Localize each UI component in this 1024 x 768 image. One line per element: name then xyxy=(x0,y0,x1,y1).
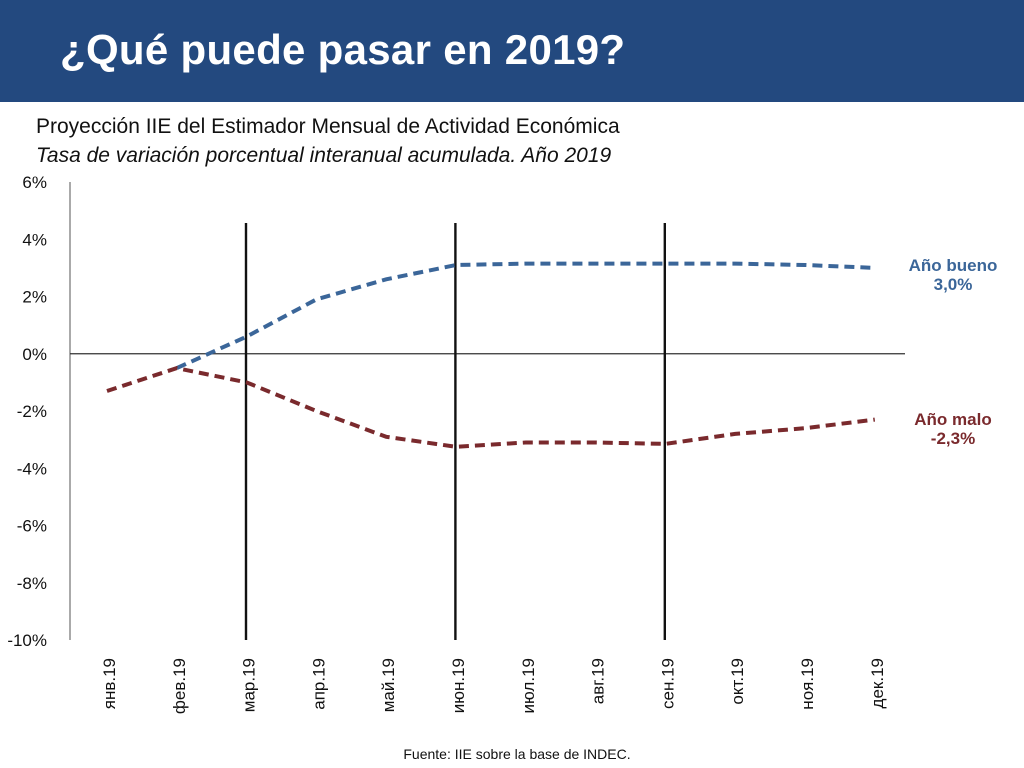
x-tick-label: дек.19 xyxy=(868,658,887,708)
header-bar xyxy=(0,0,1024,102)
chart-subtitle: Tasa de variación porcentual interanual … xyxy=(36,144,612,167)
y-tick-label: -4% xyxy=(17,459,47,478)
y-tick-label: 0% xyxy=(22,345,47,364)
series-line-good xyxy=(175,261,875,370)
x-tick-label: янв.19 xyxy=(100,658,119,709)
y-tick-label: 6% xyxy=(22,173,47,192)
y-tick-label: -8% xyxy=(17,574,47,593)
x-tick-label: июл.19 xyxy=(519,658,538,713)
x-tick-label: апр.19 xyxy=(309,658,328,710)
series-label-bad-value: -2,3% xyxy=(930,429,976,448)
x-tick-label: фев.19 xyxy=(170,658,189,714)
chart-title: Proyección IIE del Estimador Mensual de … xyxy=(36,115,620,138)
series-line-bad xyxy=(106,366,876,449)
series-label-bad-name: Año malo xyxy=(914,410,992,429)
x-tick-label: авг.19 xyxy=(589,658,608,704)
y-tick-label: 2% xyxy=(22,288,47,307)
y-tick-label: -2% xyxy=(17,402,47,421)
y-tick-label: -6% xyxy=(17,517,47,536)
series-label-good-value: 3,0% xyxy=(933,275,973,294)
y-tick-label: 4% xyxy=(22,230,47,249)
x-tick-label: ноя.19 xyxy=(798,658,817,710)
series-label-good-name: Año bueno xyxy=(908,256,998,275)
series-label-bad: Año malo -2,3% xyxy=(898,410,1008,448)
x-tick-label: май.19 xyxy=(379,658,398,712)
x-tick-label: окт.19 xyxy=(728,658,747,705)
slide-title: ¿Qué puede pasar en 2019? xyxy=(60,26,626,73)
series-label-good: Año bueno 3,0% xyxy=(898,256,1008,294)
chart-heading: Proyección IIE del Estimador Mensual de … xyxy=(36,112,736,170)
y-tick-label: -10% xyxy=(7,631,47,650)
x-tick-label: мар.19 xyxy=(240,658,259,712)
x-tick-label: сен.19 xyxy=(658,658,677,709)
x-tick-label: июн.19 xyxy=(449,658,468,713)
source-note: Fuente: IIE sobre la base de INDEC. xyxy=(403,746,631,762)
